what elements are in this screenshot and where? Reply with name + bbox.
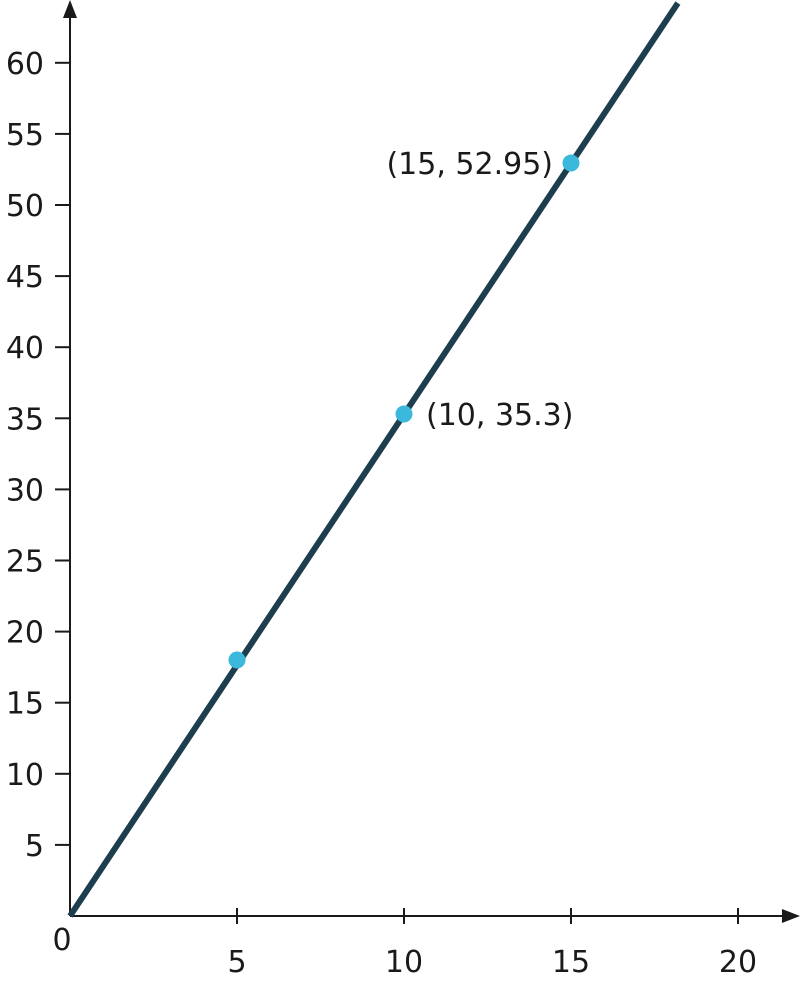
y-tick-label: 30 — [6, 473, 44, 508]
x-axis-arrowhead — [782, 909, 800, 923]
points: (10, 35.3) (15, 52.95) — [228, 147, 580, 669]
y-tick-label: 45 — [6, 260, 44, 295]
data-point[interactable] — [562, 154, 580, 172]
data-point[interactable] — [395, 405, 413, 423]
origin-label: 0 — [52, 923, 71, 958]
y-tick-label: 20 — [6, 616, 44, 651]
data-point-label: (15, 52.95) — [386, 147, 553, 182]
y-tick-label: 50 — [6, 189, 44, 224]
y-axis-ticks: 5 10 15 20 25 30 35 40 45 50 55 60 — [6, 47, 70, 864]
y-tick-label: 25 — [6, 545, 44, 580]
x-axis-ticks: 5 10 15 20 — [227, 908, 757, 980]
x-tick-label: 5 — [227, 945, 246, 980]
axes: 0 — [52, 0, 800, 958]
x-tick-label: 20 — [719, 945, 757, 980]
y-tick-label: 40 — [6, 331, 44, 366]
y-tick-label: 55 — [6, 118, 44, 153]
y-tick-label: 5 — [25, 829, 44, 864]
x-tick-label: 10 — [385, 945, 423, 980]
y-tick-label: 10 — [6, 758, 44, 793]
y-axis-arrowhead — [63, 0, 77, 18]
data-point[interactable] — [228, 651, 246, 669]
data-point-label: (10, 35.3) — [426, 398, 573, 433]
y-tick-label: 15 — [6, 687, 44, 722]
y-tick-label: 35 — [6, 402, 44, 437]
series — [67, 1, 681, 918]
x-tick-label: 15 — [552, 945, 590, 980]
series-line — [67, 1, 681, 918]
y-tick-label: 60 — [6, 47, 44, 82]
